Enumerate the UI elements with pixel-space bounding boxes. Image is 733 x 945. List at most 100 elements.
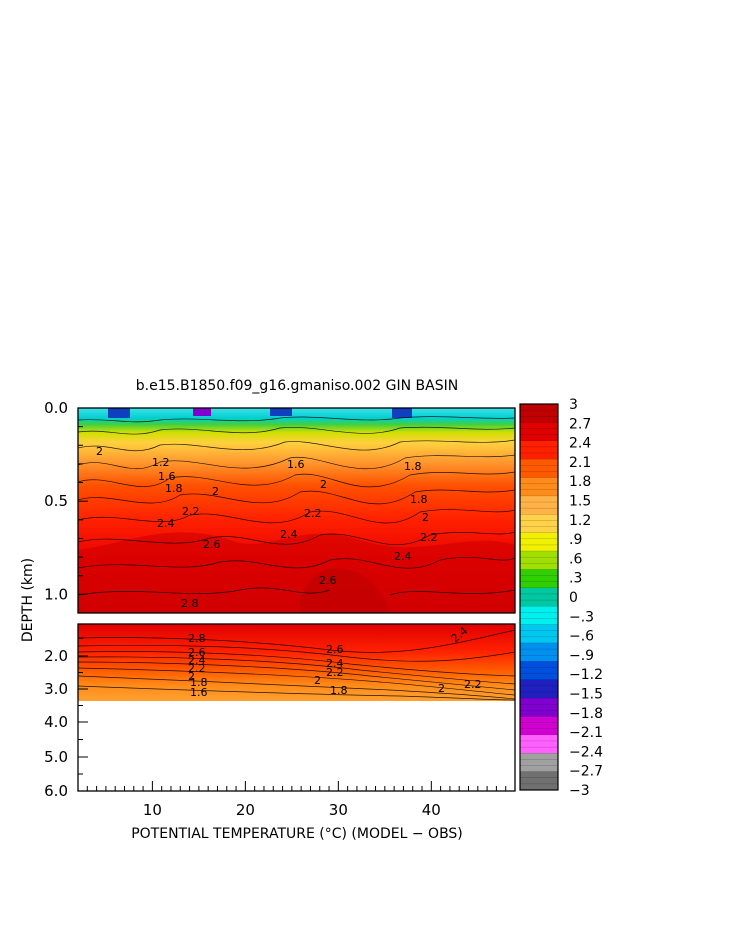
y-tick-label: 6.0 <box>44 782 68 800</box>
colorbar-label: −.3 <box>569 609 594 625</box>
colorbar-swatch <box>520 624 558 644</box>
colorbar-swatch <box>520 642 558 662</box>
contour-label: 1.8 <box>330 684 348 697</box>
contour-label: 2 <box>188 670 195 683</box>
lower-panel: 2.8 2.6 2.4 2.2 2 1.8 1.6 2.6 2.4 2.2 2 … <box>77 623 516 792</box>
colorbar-swatch <box>520 514 558 534</box>
y-axis-upper: 0.0 0.5 1.0 <box>44 399 88 614</box>
colorbar-label: .9 <box>569 532 582 548</box>
colorbar-swatch <box>520 495 558 515</box>
y-tick-label: 0.5 <box>44 492 68 510</box>
colorbar-label: −3 <box>569 783 590 799</box>
contour-label: 2.2 <box>188 662 206 675</box>
colorbar-label: −2.1 <box>569 725 603 741</box>
colorbar-swatch <box>520 606 558 626</box>
contour-label: 2.6 <box>319 574 337 587</box>
lower-panel-contour-labels: 2.8 2.6 2.4 2.2 2 1.8 1.6 2.6 2.4 2.2 2 … <box>188 624 482 699</box>
x-tick-label: 40 <box>422 801 441 819</box>
colorbar-label: 2.4 <box>569 436 591 452</box>
x-tick-label: 30 <box>329 801 348 819</box>
colorbar-label: .6 <box>569 551 582 567</box>
contour-label: 1.6 <box>287 458 305 471</box>
x-tick-label: 20 <box>236 801 255 819</box>
colorbar-swatch <box>520 422 558 442</box>
contour-label: 2 <box>212 485 219 498</box>
lower-panel-frame <box>77 623 516 792</box>
colorbar-label: −.9 <box>569 648 594 664</box>
upper-panel: 2 1.2 1.6 1.8 2 2.2 2.4 2.6 2.8 2.2 2.4 … <box>77 407 516 614</box>
colorbar-label: 2.7 <box>569 416 591 432</box>
y-tick-label: 4.0 <box>44 713 68 731</box>
colorbar-swatch <box>520 753 558 773</box>
upper-panel-contours <box>78 416 515 596</box>
contour-label: 2.6 <box>326 643 344 656</box>
y-tick-label: 3.0 <box>44 680 68 698</box>
contour-label: 2.2 <box>464 678 482 691</box>
colorbar-label: −2.7 <box>569 764 603 780</box>
colorbar-frame <box>519 403 559 791</box>
contour-label: 1.8 <box>410 493 428 506</box>
colorbar-swatch <box>520 569 558 589</box>
contour-label: 2.6 <box>188 646 206 659</box>
x-axis: 10 20 30 40 <box>86 781 507 819</box>
colorbar-swatch <box>520 551 558 570</box>
chart-title: b.e15.B1850.f09_g16.gmaniso.002 GIN BASI… <box>136 378 458 394</box>
contour-label: 2.4 <box>280 528 298 541</box>
contour-label: 1.2 <box>152 456 170 469</box>
contour-label: 2.4 <box>157 517 175 530</box>
y-tick-label: 1.0 <box>44 585 68 603</box>
contour-label: 1.8 <box>165 482 183 495</box>
colorbar-swatch <box>520 477 558 497</box>
contour-label: 2.4 <box>188 654 206 667</box>
upper-panel-cold-patch <box>193 408 211 416</box>
upper-panel-core-region <box>300 568 390 613</box>
colorbar-label: .3 <box>569 571 582 587</box>
y-axis-label: DEPTH (km) <box>20 558 36 642</box>
colorbar-swatch <box>520 440 558 460</box>
contour-label: 1.6 <box>158 470 176 483</box>
colorbar-label: 0 <box>569 590 578 606</box>
colorbar-swatch <box>520 771 558 791</box>
colorbar-swatch <box>520 716 558 736</box>
y-tick-label: 0.0 <box>44 399 68 417</box>
colorbar-label: 1.5 <box>569 494 591 510</box>
lower-panel-contours <box>78 629 515 701</box>
x-tick-label: 10 <box>143 801 162 819</box>
upper-panel-cold-patch <box>108 408 130 418</box>
colorbar-label: −1.8 <box>569 706 603 722</box>
y-tick-label: 5.0 <box>44 748 68 766</box>
contour-label: 2 <box>320 478 327 491</box>
colorbar-swatch <box>520 532 558 552</box>
contour-label: 2.4 <box>326 657 344 670</box>
colorbar-label: 2.1 <box>569 455 591 471</box>
x-axis-label: POTENTIAL TEMPERATURE (°C) (MODEL − OBS) <box>131 826 463 842</box>
contour-label: 2 <box>96 445 103 458</box>
colorbar-swatch <box>520 734 558 754</box>
upper-panel-contour-labels: 2 1.2 1.6 1.8 2 2.2 2.4 2.6 2.8 2.2 2.4 … <box>96 445 438 610</box>
contour-label: 2 <box>422 511 429 524</box>
contour-label: 2 <box>438 682 445 695</box>
colorbar-swatch <box>520 587 558 607</box>
contour-label: 1.8 <box>404 460 422 473</box>
contour-label: 2.2 <box>304 507 322 520</box>
upper-panel-deep-warm-region <box>78 532 515 613</box>
colorbar-swatch <box>520 459 558 479</box>
y-axis-lower: 2.0 3.0 4.0 5.0 6.0 <box>44 637 88 800</box>
contour-label: 2.8 <box>188 632 206 645</box>
contour-label: 2.8 <box>181 597 199 610</box>
upper-panel-frame <box>77 407 516 614</box>
contour-label: 2.2 <box>420 531 438 544</box>
colorbar-label: −2.4 <box>569 744 603 760</box>
colorbar-label: −1.5 <box>569 687 603 703</box>
y-tick-label: 2.0 <box>44 647 68 665</box>
upper-panel-cold-patch <box>270 408 292 416</box>
upper-panel-cold-patch <box>392 408 412 418</box>
contour-label: 1.6 <box>190 686 208 699</box>
contour-label: 1.8 <box>190 676 208 689</box>
colorbar-label: −.6 <box>569 629 594 645</box>
colorbar-label: −1.2 <box>569 667 603 683</box>
contour-label: 2.4 <box>394 550 412 563</box>
colorbar-swatch <box>520 661 558 681</box>
contour-label: 2.6 <box>203 538 221 551</box>
